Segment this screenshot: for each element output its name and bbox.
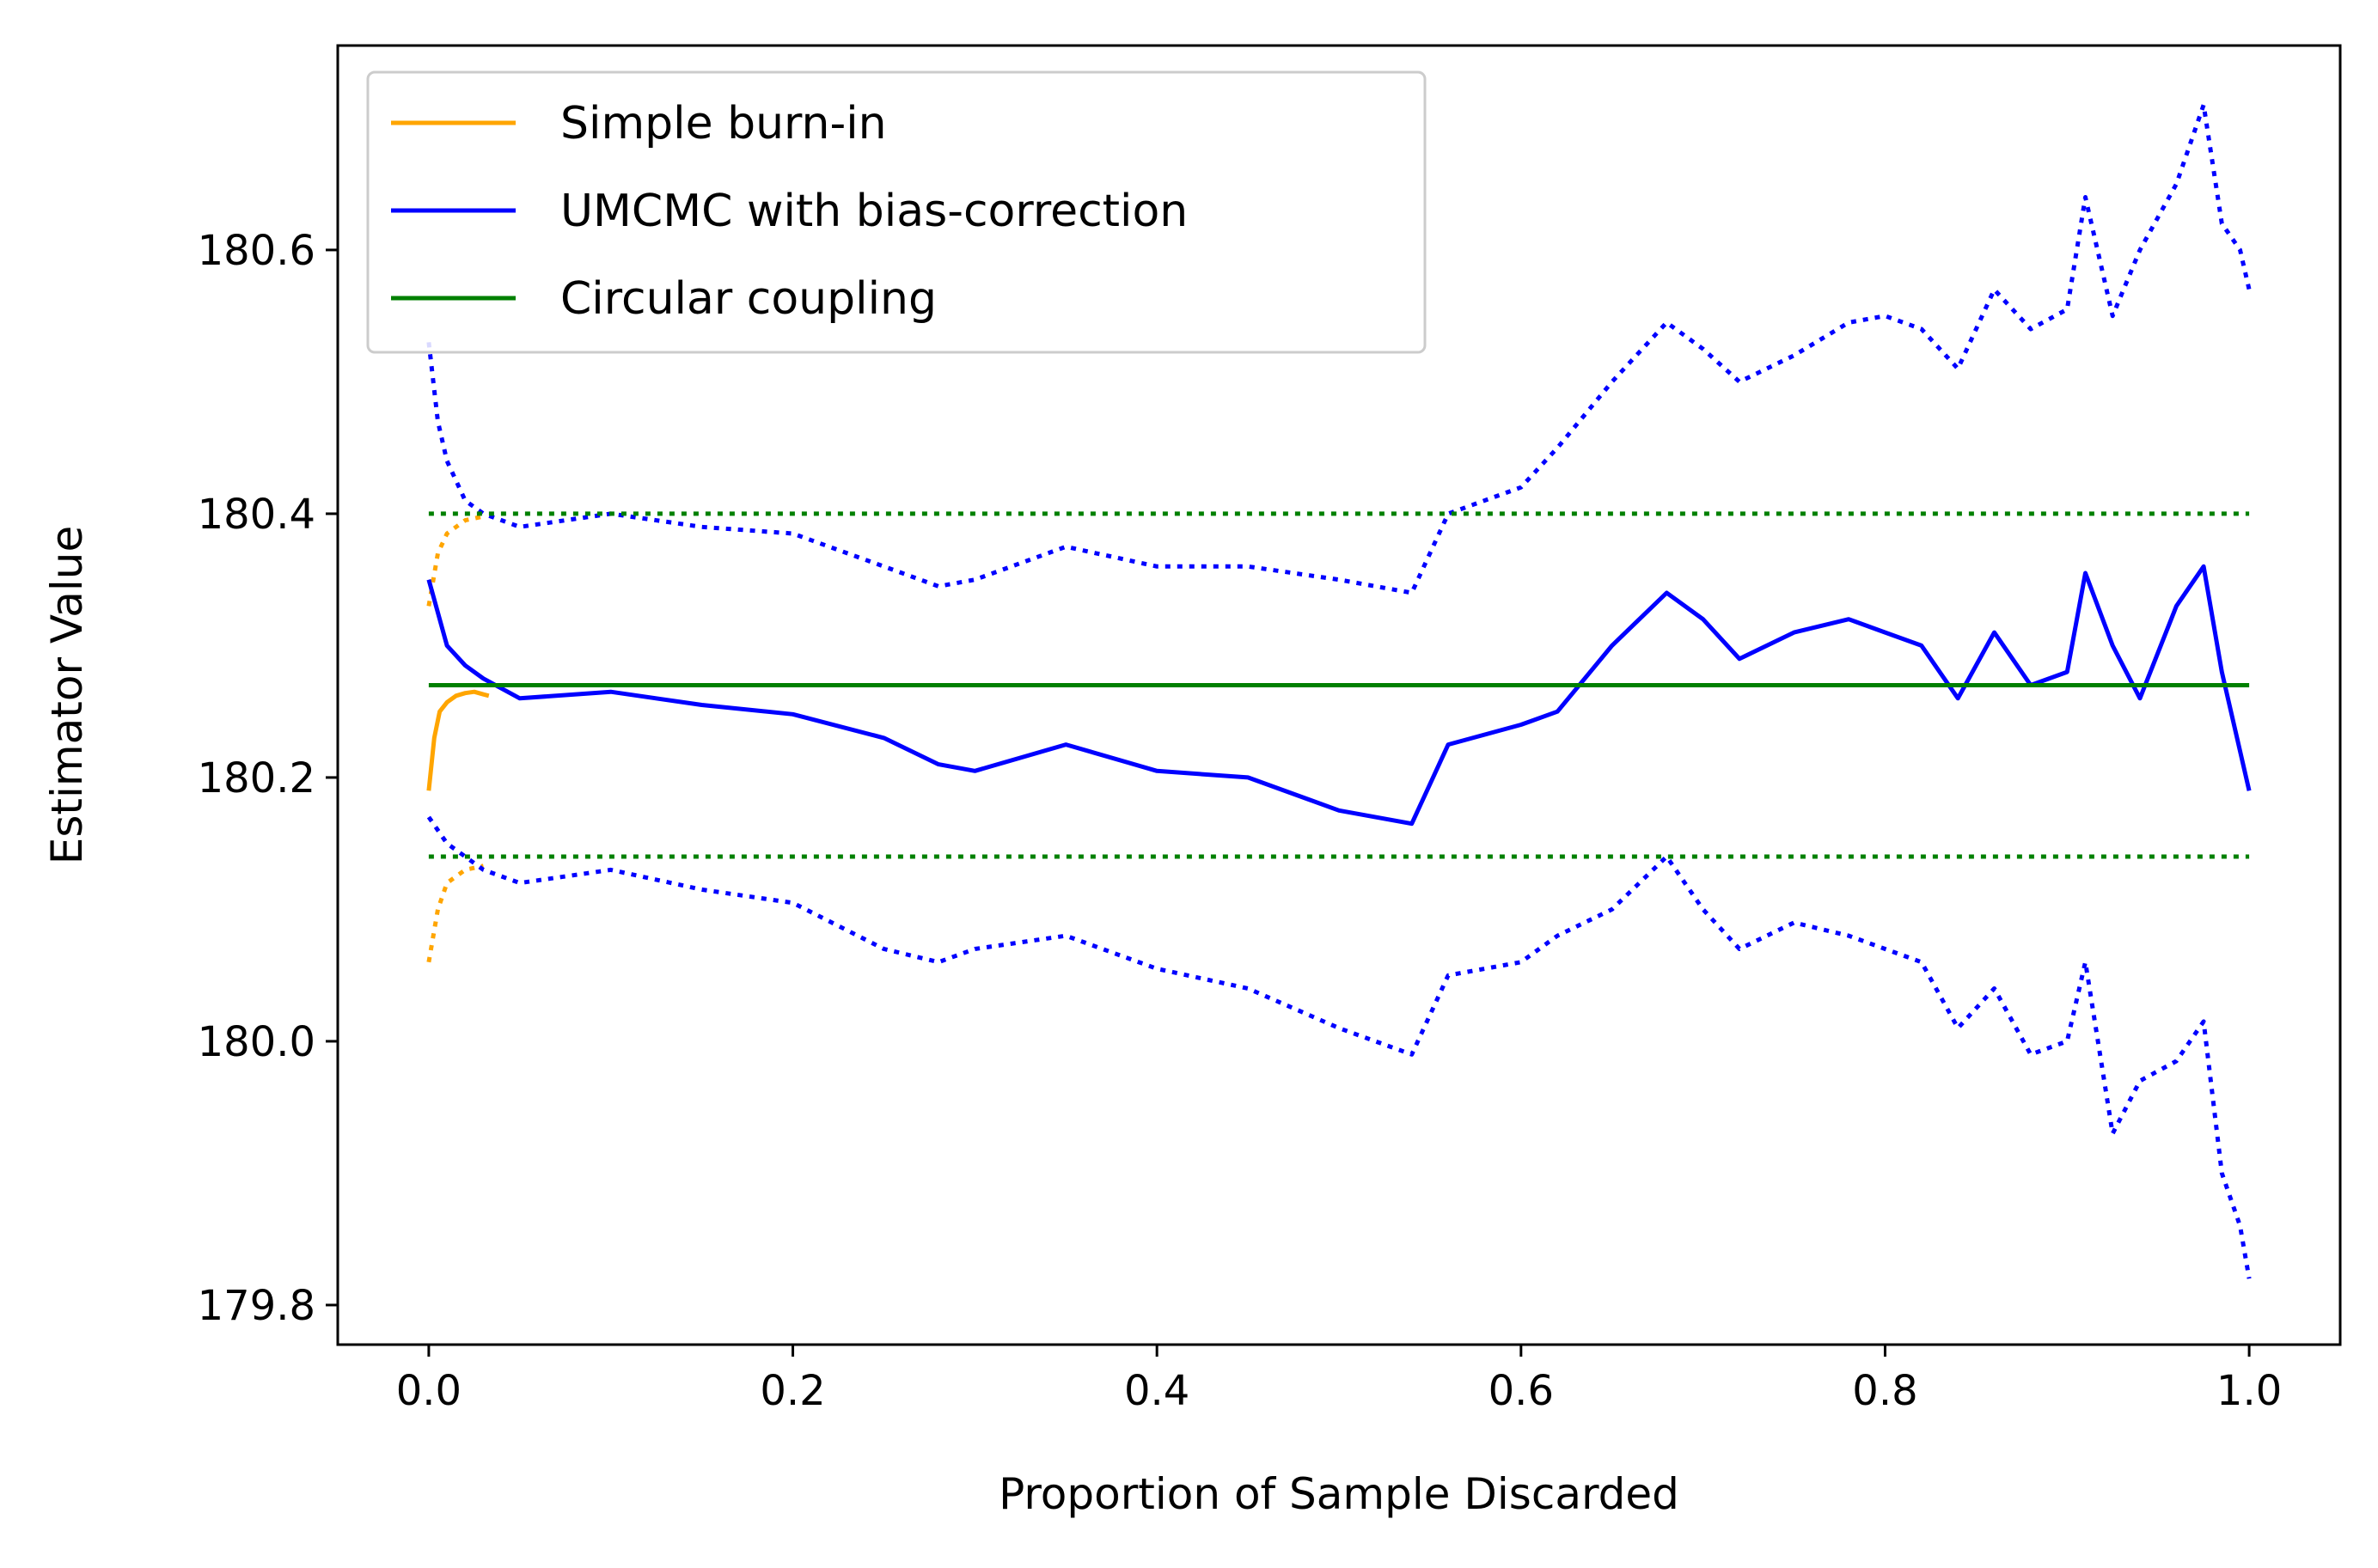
x-tick-label: 0.6	[1489, 1367, 1554, 1415]
series-line-umcmc-upper-band	[426, 102, 2252, 595]
series-line-umcmc-with-bias-correction	[426, 564, 2252, 827]
plot-area-frame	[336, 44, 2342, 1346]
legend-box	[366, 70, 1427, 354]
y-tick-label: 180.2	[198, 754, 315, 802]
y-tick-label: 180.0	[198, 1018, 315, 1066]
ticks-layer: 0.0 0.2 0.4 0.6 0.8 1.0 179.8 180.0 180.2 180.4 18…	[198, 227, 2283, 1415]
x-axis-label: Proportion of Sample Discarded	[999, 1469, 1679, 1519]
x-tick-label: 1.0	[2216, 1367, 2282, 1415]
legend-label-umcmc: UMCMC with bias-correction	[560, 186, 1188, 237]
y-tick-label: 180.6	[198, 227, 315, 275]
series-layer	[426, 102, 2252, 1279]
legend: Simple burn-in UMCMC with bias-correctio…	[366, 70, 1427, 354]
y-axis-label: Estimator Value	[42, 526, 92, 864]
x-tick-label: 0.4	[1124, 1367, 1189, 1415]
series-line-umcmc-lower-band	[426, 815, 2252, 1279]
series-line-simple-burn-in-lower-band	[426, 863, 485, 963]
x-tick-label: 0.2	[760, 1367, 825, 1415]
x-tick-label: 0.0	[396, 1367, 462, 1415]
legend-label-simple-burn-in: Simple burn-in	[560, 98, 887, 149]
y-tick-label: 179.8	[198, 1282, 315, 1330]
y-tick-label: 180.4	[198, 491, 315, 539]
legend-label-circular-coupling: Circular coupling	[560, 273, 937, 325]
series-line-simple-burn-in	[426, 689, 490, 791]
series-line-simple-burn-in-upper-band	[426, 514, 485, 607]
x-tick-label: 0.8	[1852, 1367, 1917, 1415]
